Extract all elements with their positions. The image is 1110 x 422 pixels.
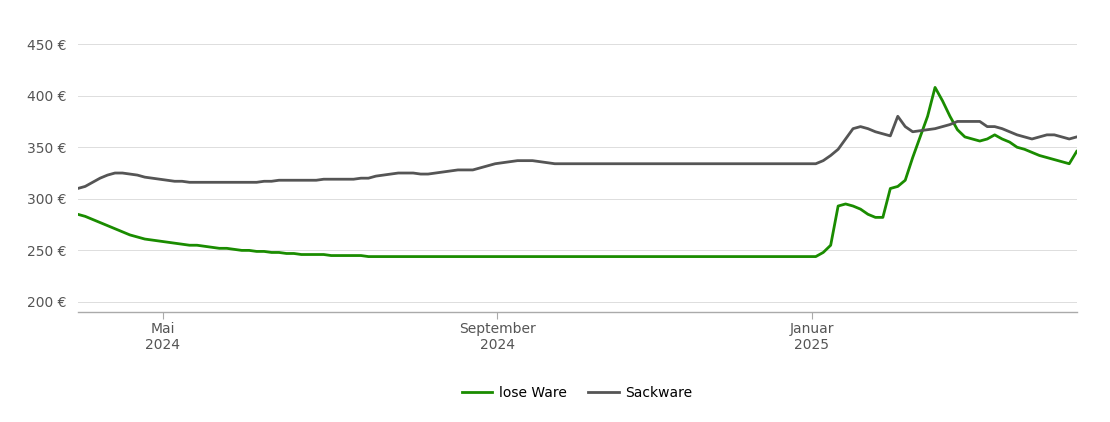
lose Ware: [1070, 149, 1083, 154]
lose Ware: [645, 254, 658, 259]
Sackware: [71, 186, 84, 191]
lose Ware: [951, 127, 965, 132]
Sackware: [891, 114, 905, 119]
lose Ware: [71, 212, 84, 217]
Sackware: [1010, 133, 1023, 138]
Sackware: [637, 161, 650, 166]
Sackware: [1070, 134, 1083, 139]
lose Ware: [302, 252, 315, 257]
lose Ware: [1018, 147, 1031, 152]
Sackware: [944, 122, 957, 127]
lose Ware: [362, 254, 375, 259]
lose Ware: [794, 254, 807, 259]
Sackware: [601, 161, 614, 166]
Line: Sackware: Sackware: [78, 116, 1077, 189]
Sackware: [302, 178, 315, 183]
Sackware: [787, 161, 800, 166]
lose Ware: [928, 85, 941, 90]
Legend: lose Ware, Sackware: lose Ware, Sackware: [456, 381, 698, 406]
Line: lose Ware: lose Ware: [78, 87, 1077, 257]
lose Ware: [608, 254, 622, 259]
